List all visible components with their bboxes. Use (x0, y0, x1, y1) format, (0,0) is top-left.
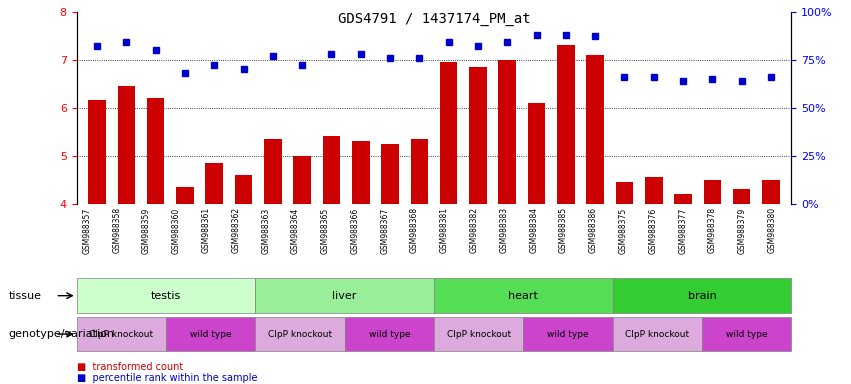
Text: GSM988361: GSM988361 (202, 207, 211, 253)
Bar (89, 100, 106, 204)
Bar (147, 98, 164, 204)
Bar (528, 103, 545, 204)
Bar (674, 194, 692, 204)
Text: ■  percentile rank within the sample: ■ percentile rank within the sample (77, 373, 257, 383)
Text: GSM988367: GSM988367 (380, 207, 390, 253)
Text: ClpP knockout: ClpP knockout (268, 329, 332, 339)
Text: wild type: wild type (190, 329, 231, 339)
Text: ClpP knockout: ClpP knockout (89, 329, 153, 339)
Text: GSM988375: GSM988375 (619, 207, 627, 253)
Text: GSM988377: GSM988377 (678, 207, 687, 253)
Bar (557, 45, 574, 204)
Text: GSM988378: GSM988378 (708, 207, 717, 253)
Text: wild type: wild type (368, 329, 410, 339)
Text: GSM988379: GSM988379 (738, 207, 747, 253)
Text: GSM988357: GSM988357 (83, 207, 92, 253)
Bar (205, 163, 223, 204)
Text: GSM988366: GSM988366 (351, 207, 359, 253)
Bar (469, 67, 487, 204)
Bar (645, 177, 663, 204)
Text: GSM988382: GSM988382 (470, 207, 478, 253)
Text: heart: heart (508, 291, 539, 301)
Bar (704, 180, 721, 204)
Text: GSM988364: GSM988364 (291, 207, 300, 253)
Text: testis: testis (151, 291, 181, 301)
Text: GSM988381: GSM988381 (440, 207, 449, 253)
Text: GSM988376: GSM988376 (648, 207, 657, 253)
Bar (586, 55, 604, 204)
Text: GSM988363: GSM988363 (261, 207, 271, 253)
Bar (440, 62, 458, 204)
Bar (235, 175, 253, 204)
Text: GSM988368: GSM988368 (410, 207, 420, 253)
Text: liver: liver (333, 291, 357, 301)
Text: tissue: tissue (9, 291, 42, 301)
Text: ClpP knockout: ClpP knockout (625, 329, 689, 339)
Text: ■  transformed count: ■ transformed count (77, 362, 183, 372)
Bar (323, 136, 340, 204)
Text: GSM988360: GSM988360 (172, 207, 180, 253)
Text: GSM988385: GSM988385 (559, 207, 568, 253)
Text: GSM988383: GSM988383 (500, 207, 508, 253)
Text: GDS4791 / 1437174_PM_at: GDS4791 / 1437174_PM_at (338, 12, 530, 25)
Bar (176, 187, 194, 204)
Text: genotype/variation: genotype/variation (9, 329, 115, 339)
Bar (733, 189, 751, 204)
Bar (499, 60, 516, 204)
Bar (294, 156, 311, 204)
Text: wild type: wild type (726, 329, 768, 339)
Text: ClpP knockout: ClpP knockout (447, 329, 511, 339)
Bar (381, 144, 399, 204)
Bar (615, 182, 633, 204)
Text: brain: brain (688, 291, 717, 301)
Text: GSM988384: GSM988384 (529, 207, 538, 253)
Bar (410, 139, 428, 204)
Text: GSM988362: GSM988362 (231, 207, 240, 253)
Text: GSM988358: GSM988358 (112, 207, 121, 253)
Text: GSM988386: GSM988386 (589, 207, 597, 253)
Bar (762, 180, 780, 204)
Text: wild type: wild type (547, 329, 589, 339)
Text: GSM988380: GSM988380 (768, 207, 776, 253)
Text: GSM988359: GSM988359 (142, 207, 151, 253)
Bar (264, 139, 282, 204)
Text: GSM988365: GSM988365 (321, 207, 329, 253)
Bar (352, 141, 369, 204)
Bar (117, 86, 135, 204)
